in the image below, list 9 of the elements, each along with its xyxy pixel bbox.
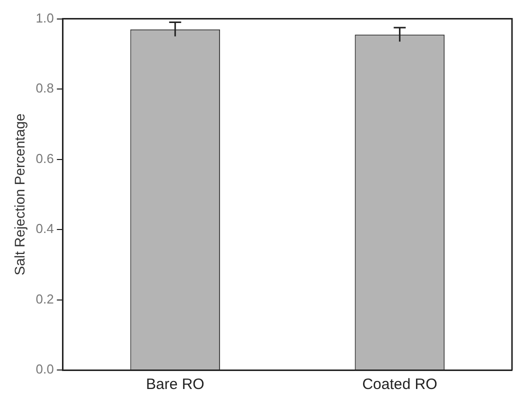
y-tick-label: 0.0 — [36, 362, 54, 377]
y-tick-label: 0.4 — [36, 221, 54, 236]
y-tick-label: 0.2 — [36, 291, 54, 306]
x-tick-label: Coated RO — [362, 376, 438, 394]
y-axis-title: Salt Rejection Percentage — [11, 113, 28, 276]
x-tick-label: Bare RO — [146, 376, 204, 394]
y-tick-label: 0.8 — [36, 80, 54, 96]
y-tick-label: 1.0 — [36, 10, 54, 26]
y-tick-label: 0.6 — [36, 150, 54, 166]
